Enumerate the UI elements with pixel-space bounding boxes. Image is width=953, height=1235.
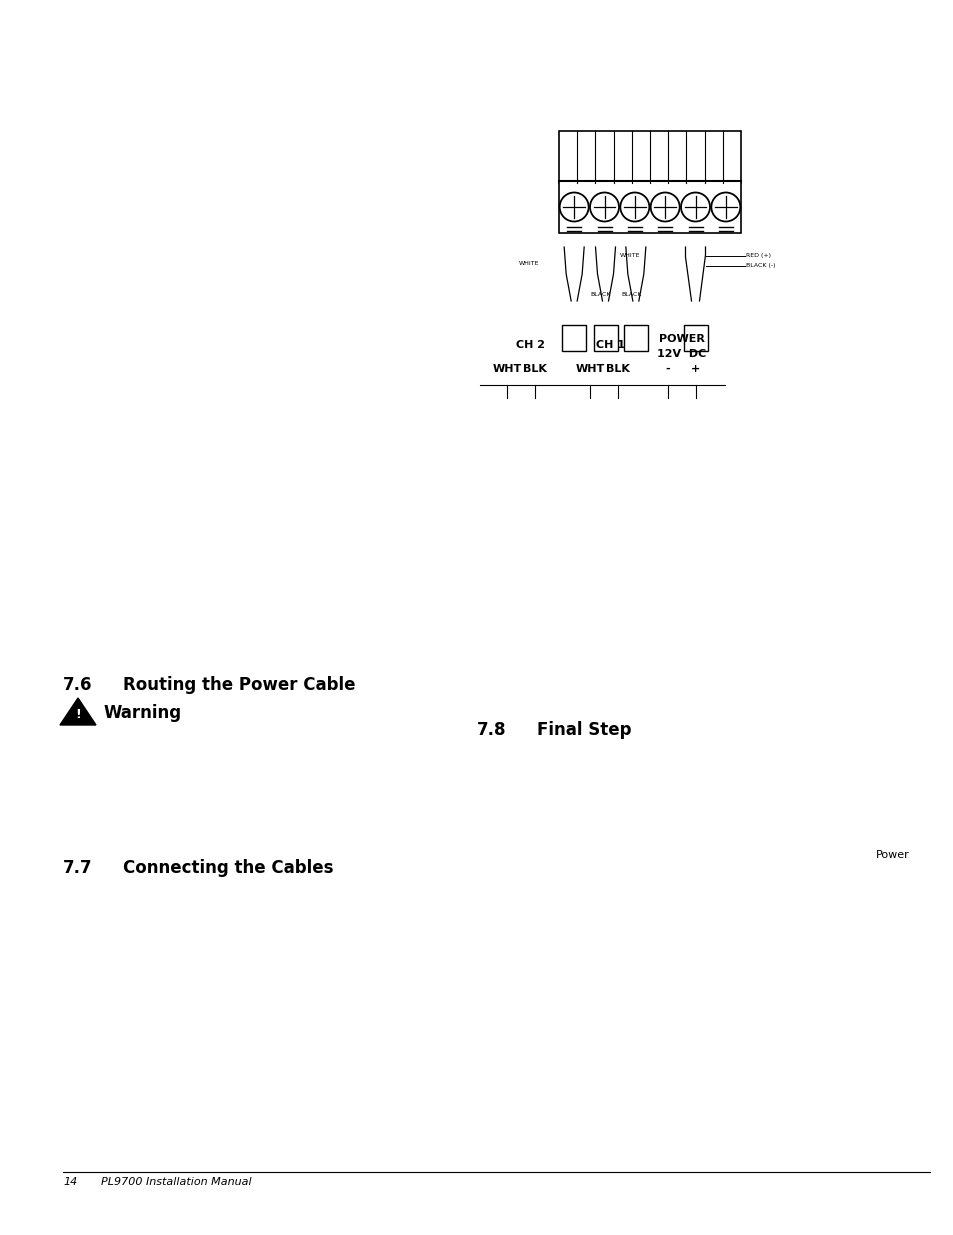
Text: 7.8: 7.8: [476, 721, 506, 739]
Circle shape: [589, 193, 618, 221]
Text: BLACK: BLACK: [621, 291, 641, 296]
Circle shape: [680, 193, 709, 221]
Text: WHT: WHT: [492, 364, 521, 374]
Text: POWER: POWER: [659, 333, 704, 345]
Text: BLK: BLK: [605, 364, 629, 374]
Circle shape: [619, 193, 649, 221]
Text: CH 2: CH 2: [515, 340, 544, 350]
Text: PL9700 Installation Manual: PL9700 Installation Manual: [101, 1177, 252, 1187]
Text: Warning: Warning: [103, 704, 181, 722]
Bar: [623, 325, 647, 351]
Text: RED (+): RED (+): [745, 253, 770, 258]
Text: BLACK: BLACK: [590, 291, 610, 296]
Text: -: -: [665, 364, 670, 374]
Text: Power: Power: [876, 850, 909, 860]
Text: WHITE: WHITE: [518, 261, 538, 266]
Text: +: +: [691, 364, 700, 374]
Circle shape: [711, 193, 740, 221]
Text: Final Step: Final Step: [537, 721, 631, 739]
Bar: [558, 131, 740, 183]
Text: 7.6: 7.6: [63, 676, 92, 694]
Text: !: !: [75, 708, 81, 721]
Text: Routing the Power Cable: Routing the Power Cable: [123, 676, 355, 694]
Text: 7.7: 7.7: [63, 860, 92, 877]
Bar: [558, 182, 740, 233]
Bar: [561, 325, 585, 351]
Circle shape: [559, 193, 588, 221]
Circle shape: [650, 193, 679, 221]
Text: WHT: WHT: [575, 364, 604, 374]
Bar: [593, 325, 617, 351]
Text: CH 1: CH 1: [595, 340, 624, 350]
Text: 12V  DC: 12V DC: [657, 350, 706, 359]
Text: BLACK (-): BLACK (-): [745, 263, 775, 268]
Polygon shape: [60, 698, 96, 725]
Text: 14: 14: [63, 1177, 77, 1187]
Bar: [682, 325, 707, 351]
Text: WHITE: WHITE: [619, 253, 640, 258]
Text: Connecting the Cables: Connecting the Cables: [123, 860, 334, 877]
Text: BLK: BLK: [522, 364, 546, 374]
